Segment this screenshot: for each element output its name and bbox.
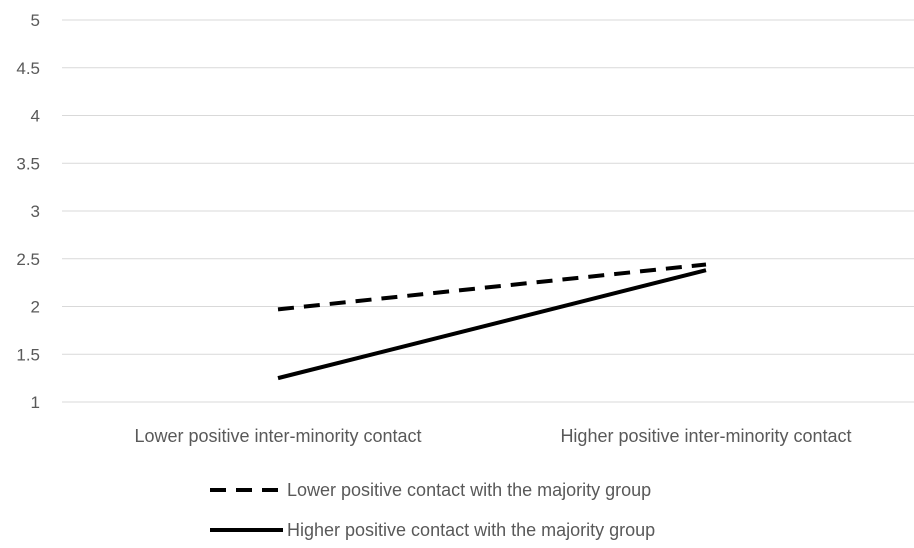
gridlines xyxy=(62,19,914,403)
y-tick-label: 3 xyxy=(31,202,40,221)
y-tick-label: 1.5 xyxy=(16,345,40,364)
y-tick-label: 2 xyxy=(31,298,40,317)
y-tick-label: 1 xyxy=(31,393,40,412)
y-tick-label: 4.5 xyxy=(16,59,40,78)
legend-label-2: Higher positive contact with the majorit… xyxy=(287,520,655,540)
legend-label-1: Lower positive contact with the majority… xyxy=(287,480,651,500)
y-tick-label: 4 xyxy=(31,107,40,126)
x-category-label: Higher positive inter-minority contact xyxy=(560,426,851,446)
x-axis-category-labels: Lower positive inter-minority contact Hig… xyxy=(134,426,851,446)
x-category-label: Lower positive inter-minority contact xyxy=(134,426,421,446)
y-tick-label: 5 xyxy=(31,11,40,30)
y-tick-label: 2.5 xyxy=(16,250,40,269)
y-axis-tick-labels: 1 1.5 2 2.5 3 3.5 4 4.5 5 xyxy=(16,11,40,412)
series-lines xyxy=(277,262,707,381)
legend: Lower positive contact with the majority… xyxy=(210,480,655,540)
y-tick-label: 3.5 xyxy=(16,154,40,173)
series-line-2 xyxy=(277,268,707,381)
series-line-1 xyxy=(277,262,707,312)
